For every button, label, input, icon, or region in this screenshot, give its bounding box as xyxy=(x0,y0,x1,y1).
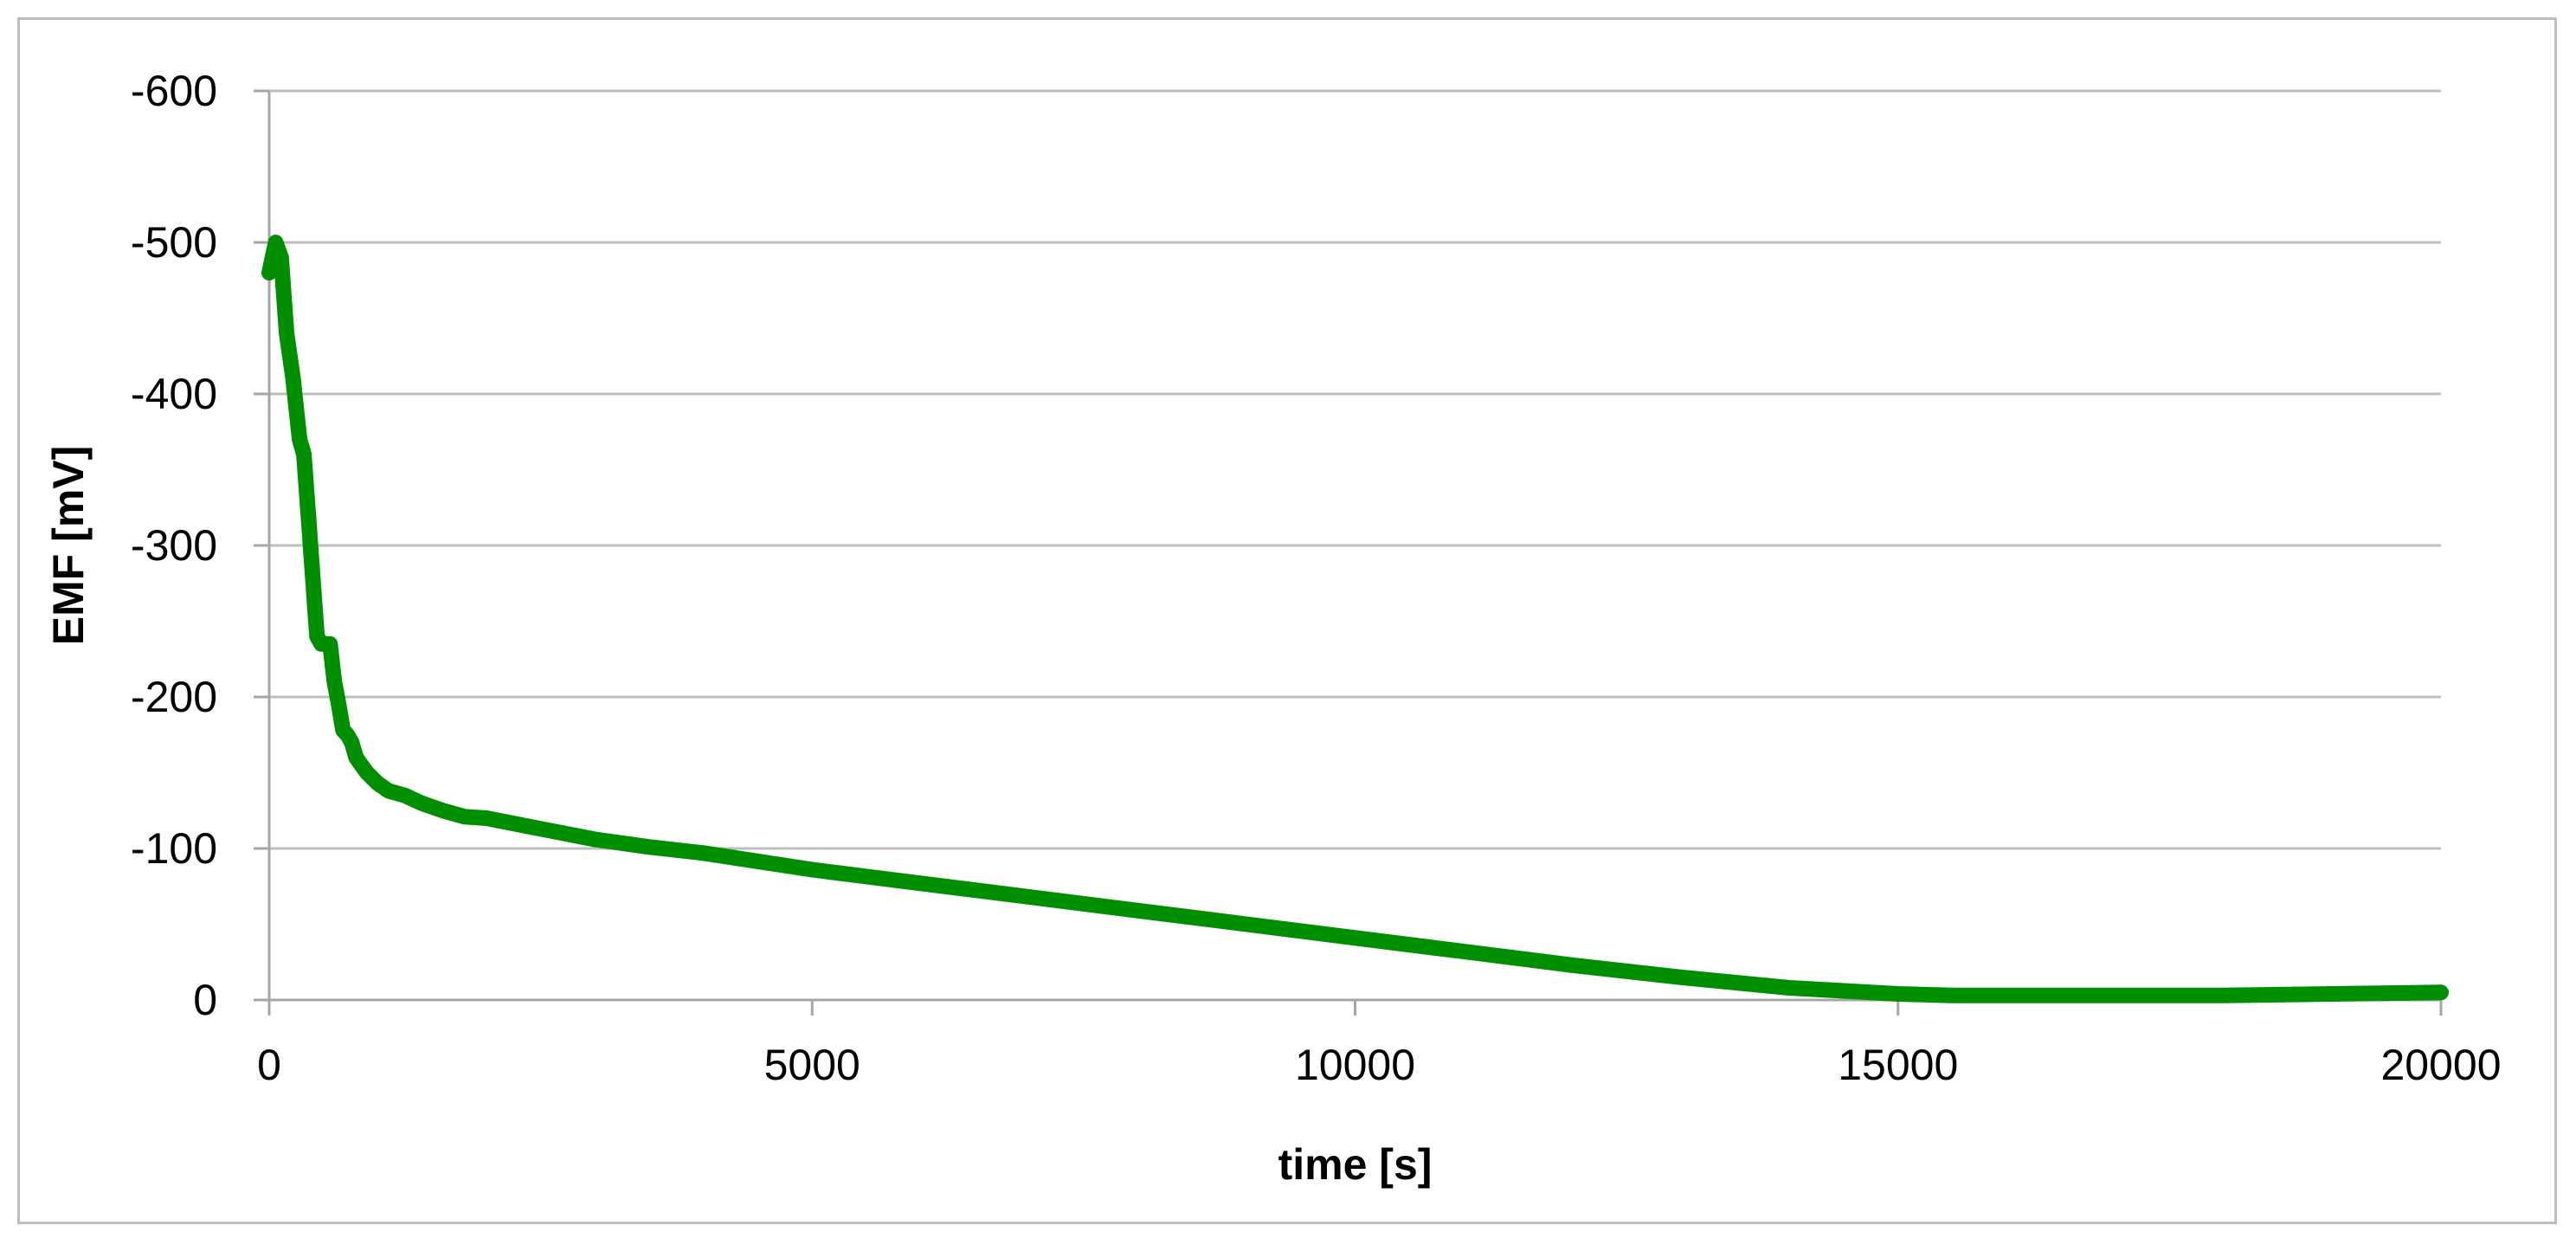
series-layer xyxy=(261,235,2449,1003)
axes xyxy=(254,89,2443,1016)
y-axis-title: EMF [mV] xyxy=(44,446,93,646)
x-tick-label: 5000 xyxy=(764,1041,860,1089)
x-tick-label: 10000 xyxy=(1295,1041,1415,1089)
y-tick-label: -500 xyxy=(131,218,217,267)
y-tick-label: -400 xyxy=(131,370,217,418)
y-tick-label: -600 xyxy=(131,67,217,115)
gridlines xyxy=(269,89,2441,850)
x-tick-label: 15000 xyxy=(1838,1041,1958,1089)
y-tick-label: -200 xyxy=(131,673,217,721)
series-line-0 xyxy=(261,235,2449,1003)
y-tick-label: 0 xyxy=(193,976,217,1024)
x-tick-label: 20000 xyxy=(2380,1041,2501,1089)
y-tick-label: -100 xyxy=(131,824,217,873)
y-tick-label: -300 xyxy=(131,521,217,570)
x-tick-label: 0 xyxy=(257,1041,281,1089)
tick-labels: 0 -100 -200 -300 -400 -500 -600 0 5000 10000 15000… xyxy=(131,67,2502,1089)
x-axis-title: time [s] xyxy=(1278,1140,1433,1189)
chart-frame xyxy=(17,17,2557,1224)
